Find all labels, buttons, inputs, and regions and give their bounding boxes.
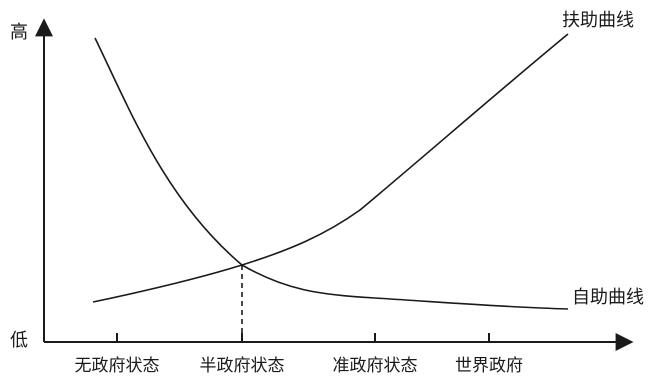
x-tick-label-3: 准政府状态: [333, 356, 418, 376]
x-tick-label-1: 无政府状态: [75, 356, 160, 376]
x-tick-label-2: 半政府状态: [200, 356, 285, 376]
help-curve-label: 扶助曲线: [562, 10, 634, 31]
y-axis-high-label: 高: [10, 22, 28, 43]
self-help-curve: [94, 37, 569, 310]
y-axis-low-label: 低: [10, 330, 28, 351]
x-tick-label-4: 世界政府: [455, 356, 523, 376]
help-curve: [92, 33, 569, 303]
self-help-curve-label: 自助曲线: [572, 287, 644, 308]
